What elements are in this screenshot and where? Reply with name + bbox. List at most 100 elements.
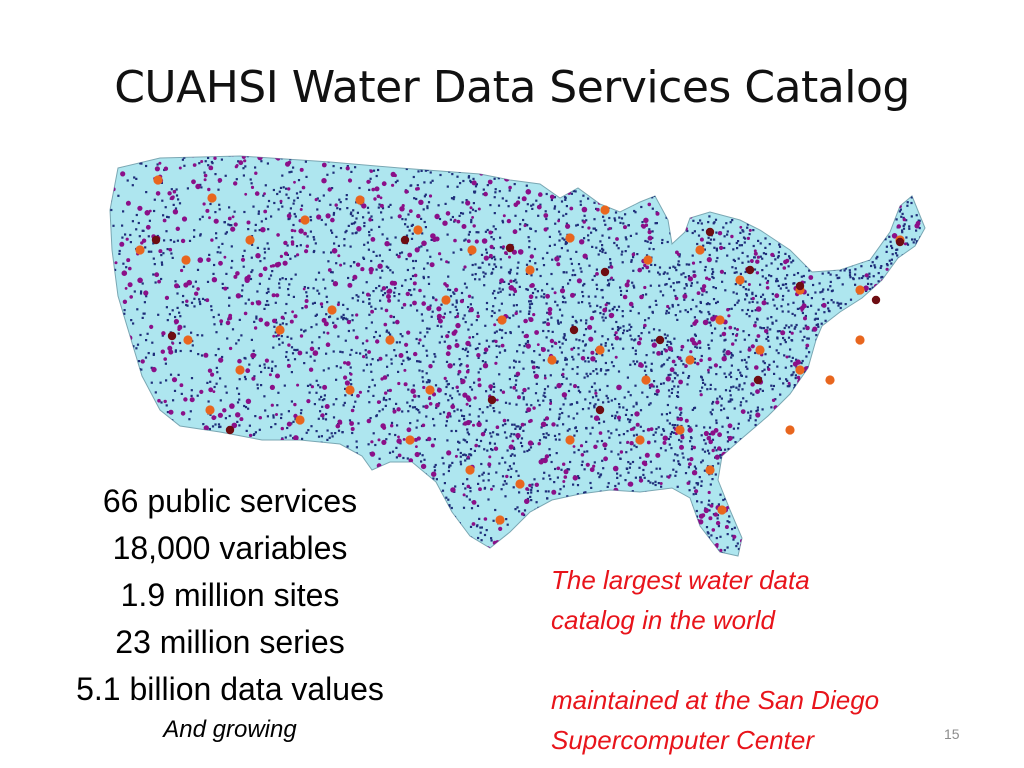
site-marker bbox=[621, 198, 624, 201]
site-marker bbox=[711, 190, 714, 193]
site-marker bbox=[477, 536, 480, 540]
site-marker bbox=[593, 524, 596, 527]
site-marker bbox=[585, 322, 588, 325]
site-marker bbox=[607, 369, 610, 372]
site-marker bbox=[812, 415, 815, 418]
site-marker bbox=[887, 313, 890, 316]
site-marker bbox=[720, 456, 723, 459]
site-marker bbox=[560, 468, 563, 471]
site-marker bbox=[561, 286, 564, 289]
site-marker bbox=[446, 548, 449, 551]
site-marker bbox=[447, 275, 450, 278]
site-marker bbox=[670, 213, 674, 216]
site-marker bbox=[873, 160, 876, 163]
site-marker bbox=[848, 354, 851, 357]
site-marker bbox=[498, 309, 501, 312]
site-marker bbox=[368, 298, 371, 301]
site-marker bbox=[453, 410, 456, 413]
site-marker bbox=[754, 526, 757, 529]
site-marker bbox=[806, 538, 810, 541]
site-marker bbox=[186, 187, 189, 190]
site-marker bbox=[489, 432, 492, 435]
site-marker bbox=[758, 430, 762, 433]
site-marker bbox=[826, 370, 829, 373]
site-marker bbox=[257, 210, 260, 213]
site-marker bbox=[487, 498, 490, 501]
site-marker bbox=[868, 275, 871, 278]
site-marker bbox=[746, 480, 750, 483]
site-marker bbox=[928, 164, 930, 166]
site-marker bbox=[795, 358, 798, 361]
site-marker bbox=[447, 508, 450, 511]
site-marker bbox=[673, 289, 676, 292]
site-marker bbox=[767, 157, 770, 160]
site-marker bbox=[368, 234, 371, 237]
site-marker bbox=[599, 312, 602, 315]
site-marker bbox=[511, 453, 514, 456]
site-marker bbox=[676, 318, 679, 321]
site-marker bbox=[867, 478, 870, 481]
site-marker bbox=[821, 333, 824, 336]
site-marker bbox=[309, 215, 312, 219]
site-marker bbox=[587, 546, 590, 549]
site-marker bbox=[782, 382, 785, 385]
site-marker bbox=[643, 476, 646, 479]
site-marker bbox=[803, 281, 806, 284]
site-marker bbox=[362, 257, 366, 260]
site-marker bbox=[714, 218, 718, 221]
site-marker bbox=[707, 241, 710, 244]
site-marker bbox=[475, 183, 478, 186]
site-marker bbox=[514, 383, 517, 386]
site-marker bbox=[877, 317, 880, 320]
site-marker bbox=[687, 425, 690, 428]
site-marker bbox=[709, 242, 712, 245]
site-marker bbox=[771, 477, 774, 480]
site-marker bbox=[801, 339, 804, 342]
site-marker bbox=[546, 385, 550, 388]
site-marker bbox=[934, 452, 936, 454]
site-marker bbox=[112, 458, 115, 461]
site-marker bbox=[215, 366, 218, 369]
site-marker bbox=[718, 395, 722, 398]
site-marker bbox=[884, 283, 887, 286]
site-marker bbox=[853, 226, 856, 229]
site-marker bbox=[892, 422, 895, 425]
site-marker bbox=[757, 209, 760, 213]
site-marker bbox=[124, 233, 127, 236]
site-marker bbox=[816, 317, 819, 320]
site-marker bbox=[212, 272, 215, 275]
site-marker bbox=[478, 517, 481, 520]
site-marker bbox=[687, 375, 691, 378]
site-marker bbox=[246, 441, 249, 444]
site-marker bbox=[779, 263, 783, 266]
site-marker bbox=[652, 433, 655, 436]
site-marker bbox=[832, 321, 835, 324]
site-marker bbox=[722, 226, 725, 229]
site-marker bbox=[784, 423, 787, 426]
site-marker bbox=[766, 366, 770, 369]
site-marker bbox=[326, 465, 329, 468]
site-marker bbox=[386, 365, 389, 368]
site-marker bbox=[660, 350, 663, 353]
site-marker bbox=[214, 173, 217, 176]
site-marker bbox=[793, 314, 797, 317]
site-marker bbox=[732, 464, 735, 467]
site-marker bbox=[501, 197, 504, 200]
site-marker bbox=[834, 514, 837, 517]
site-marker bbox=[544, 436, 548, 439]
site-marker bbox=[622, 545, 625, 548]
site-marker bbox=[750, 551, 754, 554]
site-marker bbox=[513, 423, 516, 426]
site-marker bbox=[446, 185, 449, 188]
site-marker bbox=[724, 338, 727, 341]
site-marker bbox=[364, 349, 367, 352]
site-marker bbox=[469, 179, 472, 182]
site-marker bbox=[930, 170, 932, 172]
site-marker bbox=[747, 175, 750, 178]
site-marker bbox=[625, 408, 628, 411]
site-marker bbox=[443, 312, 446, 315]
site-marker bbox=[769, 499, 772, 502]
site-marker bbox=[150, 250, 153, 253]
site-marker bbox=[819, 426, 822, 429]
site-marker bbox=[426, 166, 429, 169]
